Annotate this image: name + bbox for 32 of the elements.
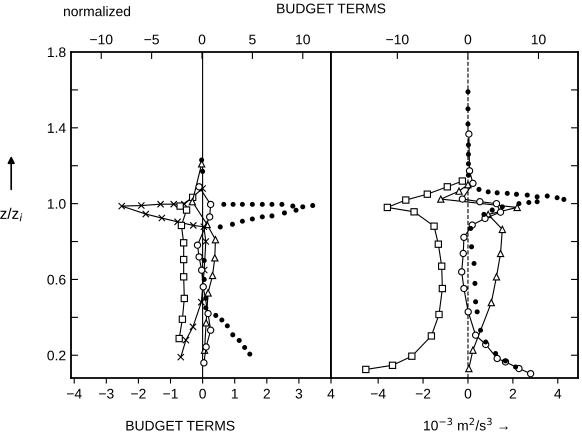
y-tick-label: 1.8 xyxy=(48,47,66,58)
x-tick-label: 0 xyxy=(199,388,206,399)
x-tick-label: 2 xyxy=(510,388,516,398)
y-tick-label: 1.0 xyxy=(48,198,66,209)
x-tick-label: −2 xyxy=(416,388,430,398)
x-tick-label: −2 xyxy=(131,388,146,398)
y-tick-label: 1.4 xyxy=(48,123,66,133)
x2-tick-label: −5 xyxy=(144,34,159,44)
y-tick-label: 0.6 xyxy=(47,274,66,285)
x2-tick-label: 0 xyxy=(464,34,472,44)
x2-tick-label: 5 xyxy=(249,34,256,44)
x-tick-label: 4 xyxy=(554,388,562,398)
x2-tick-label: 10 xyxy=(296,34,310,44)
x-tick-label: −1 xyxy=(163,388,178,398)
y-axis-title: z/z$_{i}$ xyxy=(0,208,22,222)
x-tick-label: 4 xyxy=(327,388,334,398)
y-tick-label: 0.2 xyxy=(47,350,66,360)
x-tick-label: 0 xyxy=(464,388,472,399)
x-tick-label: −3 xyxy=(99,388,114,399)
x-axis-title: 10$^{−3}$ m$^{2}$/s$^{3}$ → xyxy=(424,418,508,430)
x2-tick-label: −10 xyxy=(386,34,409,44)
x2-tick-label: 0 xyxy=(198,34,206,44)
x-tick-label: −4 xyxy=(370,388,386,398)
x-axis-title: BUDGET TERMS xyxy=(126,420,234,431)
x-tick-label: 3 xyxy=(296,388,302,399)
text: BUDGET TERMS xyxy=(277,4,386,14)
x-tick-label: −4 xyxy=(66,388,82,398)
x2-tick-label: −10 xyxy=(90,34,112,44)
x2-tick-label: 10 xyxy=(532,34,546,44)
x-tick-label: 2 xyxy=(264,388,270,398)
x-tick-label: 1 xyxy=(232,388,238,398)
x2-axis-title: normalized xyxy=(64,6,130,16)
